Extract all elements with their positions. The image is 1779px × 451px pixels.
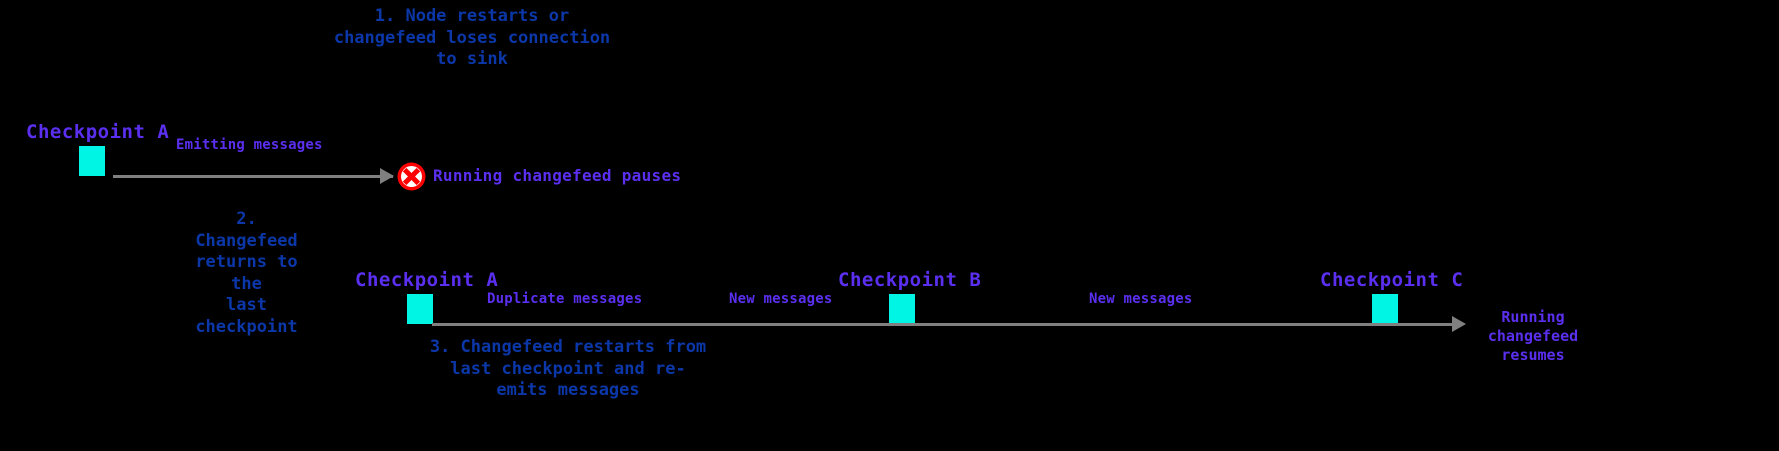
bottom-timeline-arrowhead bbox=[1452, 316, 1466, 332]
top-timeline-axis bbox=[113, 175, 393, 178]
bottom-checkpoint-b-marker bbox=[889, 294, 915, 324]
note-step-3: 3. Changefeed restarts from last checkpo… bbox=[429, 337, 707, 400]
top-status-label: Running changefeed pauses bbox=[433, 166, 682, 185]
note-step-2: 2. Changefeed returns to the last checkp… bbox=[195, 209, 298, 337]
bottom-resume-label: Running changefeed resumes bbox=[1487, 308, 1579, 364]
top-checkpoint-a-label: Checkpoint A bbox=[26, 121, 170, 143]
bottom-new-messages-label-2: New messages bbox=[1089, 291, 1193, 307]
note-step-1: 1. Node restarts or changefeed loses con… bbox=[333, 6, 611, 69]
top-checkpoint-a-marker bbox=[79, 146, 105, 176]
error-circle-x-icon bbox=[396, 161, 427, 192]
bottom-checkpoint-b-label: Checkpoint B bbox=[838, 269, 982, 291]
bottom-duplicate-messages-label: Duplicate messages bbox=[487, 291, 643, 307]
top-emitting-messages-label: Emitting messages bbox=[176, 137, 323, 153]
bottom-timeline-axis bbox=[432, 323, 1456, 326]
bottom-checkpoint-c-marker bbox=[1372, 294, 1398, 324]
bottom-checkpoint-a-label: Checkpoint A bbox=[355, 269, 499, 291]
bottom-checkpoint-c-label: Checkpoint C bbox=[1320, 269, 1464, 291]
bottom-checkpoint-a-marker bbox=[407, 294, 433, 324]
top-timeline-arrowhead bbox=[380, 168, 394, 184]
bottom-new-messages-label-1: New messages bbox=[729, 291, 833, 307]
